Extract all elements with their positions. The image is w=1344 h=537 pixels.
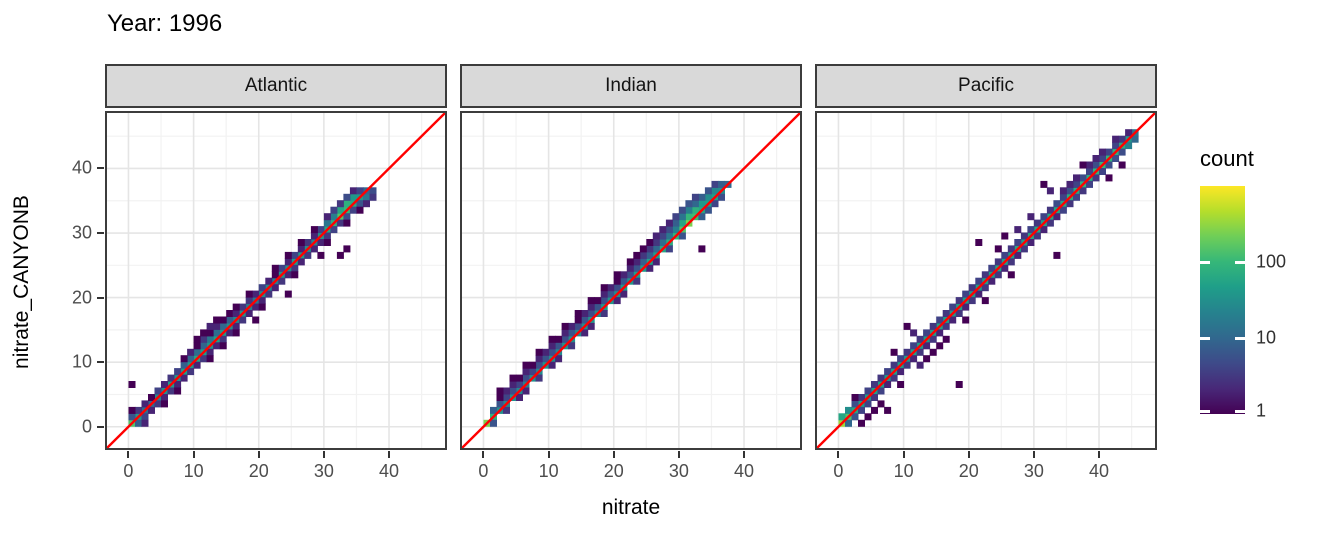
x-tick-mark — [257, 451, 260, 458]
legend-tick-mark — [1200, 261, 1210, 264]
chart-title: Year: 1996 — [107, 10, 223, 37]
legend-tick-label: 1 — [1256, 400, 1267, 421]
x-tick-mark — [547, 451, 550, 458]
identity-line — [105, 111, 447, 450]
legend-tick-mark — [1200, 337, 1210, 340]
facet-strip-label: Pacific — [958, 75, 1014, 96]
x-tick-mark — [482, 451, 485, 458]
x-tick-label: 0 — [123, 461, 134, 481]
panel-pacific — [815, 111, 1157, 450]
x-tick-label: 20 — [248, 461, 269, 481]
panel-border — [105, 111, 447, 450]
x-axis-title: nitrate — [601, 496, 661, 519]
legend-tick-mark — [1235, 337, 1245, 340]
x-tick-label: 30 — [668, 461, 689, 481]
x-tick-mark — [1032, 451, 1035, 458]
facet-strip-indian: Indian — [460, 64, 802, 108]
x-tick-mark — [612, 451, 615, 458]
x-tick-label: 40 — [379, 461, 400, 481]
x-tick-label: 30 — [313, 461, 334, 481]
legend-title: count — [1200, 146, 1254, 171]
y-tick-mark — [97, 296, 104, 299]
facet-strip-pacific: Pacific — [815, 64, 1157, 108]
x-tick-mark — [127, 451, 130, 458]
x-tick-mark — [677, 451, 680, 458]
y-tick-mark — [97, 232, 104, 235]
y-tick-label: 0 — [81, 416, 92, 437]
y-tick-mark — [97, 167, 104, 170]
y-tick-mark — [97, 425, 104, 428]
identity-line — [815, 111, 1157, 450]
x-tick-label: 10 — [183, 461, 204, 481]
x-tick-mark — [743, 451, 746, 458]
x-tick-label: 20 — [958, 461, 979, 481]
x-tick-label: 20 — [603, 461, 624, 481]
x-tick-label: 40 — [734, 461, 755, 481]
y-axis-title: nitrate_CANYONB — [10, 195, 33, 369]
x-tick-label: 0 — [478, 461, 489, 481]
facet-strip-atlantic: Atlantic — [105, 64, 447, 108]
facet-strip-label: Indian — [605, 75, 657, 96]
panel-atlantic — [105, 111, 447, 450]
legend-tick-label: 100 — [1256, 251, 1287, 272]
facet-strip-label: Atlantic — [244, 75, 308, 96]
legend-tick-mark — [1235, 261, 1245, 264]
x-tick-mark — [192, 451, 195, 458]
y-tick-label: 30 — [71, 222, 92, 243]
x-tick-label: 10 — [538, 461, 559, 481]
panel-indian — [460, 111, 802, 450]
y-tick-label: 10 — [71, 351, 92, 372]
x-tick-label: 0 — [833, 461, 844, 481]
legend-tick-mark — [1235, 410, 1245, 413]
legend-tick-label: 10 — [1256, 327, 1277, 348]
x-tick-label: 30 — [1023, 461, 1044, 481]
legend-colorbar — [1200, 186, 1245, 414]
grid-minor — [815, 111, 1157, 450]
x-tick-mark — [1098, 451, 1101, 458]
y-tick-label: 20 — [71, 287, 92, 308]
y-tick-mark — [97, 361, 104, 364]
panel-border — [815, 111, 1157, 450]
x-tick-label: 40 — [1089, 461, 1110, 481]
x-tick-mark — [837, 451, 840, 458]
legend-tick-mark — [1200, 410, 1210, 413]
x-tick-mark — [322, 451, 325, 458]
identity-line — [460, 111, 802, 450]
x-tick-mark — [967, 451, 970, 458]
y-tick-label: 40 — [71, 157, 92, 178]
x-tick-mark — [388, 451, 391, 458]
x-tick-mark — [902, 451, 905, 458]
panel-border — [460, 111, 802, 450]
x-tick-label: 10 — [893, 461, 914, 481]
